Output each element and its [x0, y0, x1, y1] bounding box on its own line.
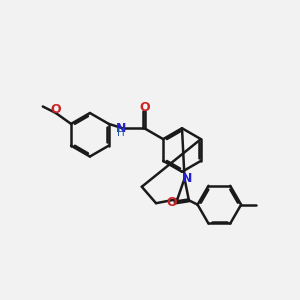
Text: N: N [116, 122, 127, 135]
Text: N: N [182, 172, 192, 185]
Text: O: O [166, 196, 177, 209]
Text: O: O [50, 103, 61, 116]
Text: H: H [117, 128, 125, 138]
Text: O: O [139, 101, 150, 114]
